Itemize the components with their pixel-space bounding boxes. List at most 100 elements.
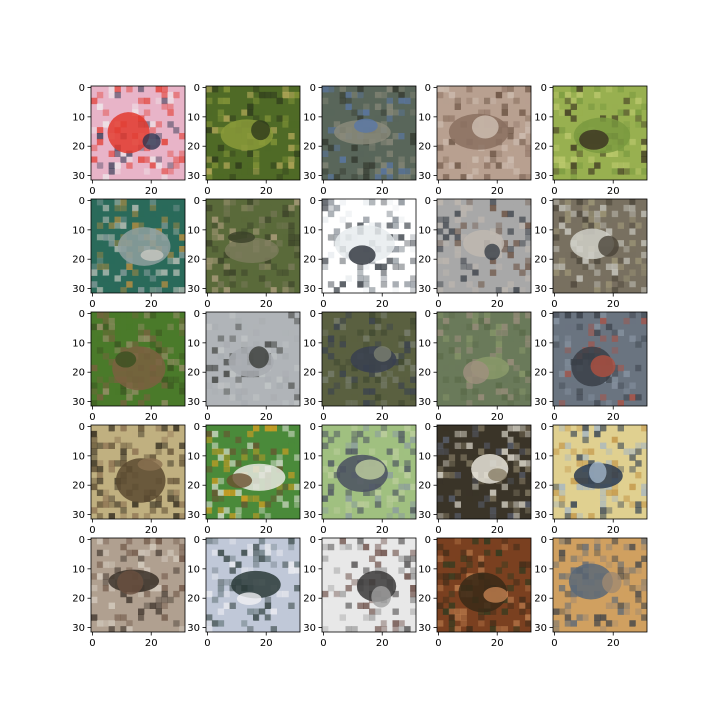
- x-tick-label: 0: [204, 638, 210, 649]
- panel-orange-dog: 0 10 20 30 0 20: [418, 535, 532, 649]
- y-tick-label: 0: [425, 309, 431, 320]
- y-tick-label: 0: [194, 535, 200, 546]
- y-tick-label: 0: [79, 309, 85, 320]
- y-tick-label: 20: [72, 594, 85, 605]
- x-tick-label: 20: [491, 638, 504, 649]
- generated-image: [206, 312, 300, 406]
- y-tick-label: 0: [79, 535, 85, 546]
- panel-gray-deer: 0 10 20 30 0 20: [534, 196, 648, 310]
- x-tick-label: 20: [145, 412, 158, 423]
- panel-tan-animal: 0 10 20 30 0 20: [72, 535, 186, 649]
- axes-frame: [205, 311, 301, 407]
- y-tick-label: 10: [303, 338, 316, 349]
- y-tick-label: 20: [303, 142, 316, 153]
- axes-frame: [552, 311, 648, 407]
- y-tick-label: 20: [534, 255, 547, 266]
- y-tick-label: 30: [72, 623, 85, 634]
- y-tick-label: 20: [187, 142, 200, 153]
- generated-image: [206, 86, 300, 180]
- y-tick-label: 10: [187, 338, 200, 349]
- y-tick-label: 10: [72, 564, 85, 575]
- y-tick-label: 30: [303, 397, 316, 408]
- y-tick-label: 10: [418, 564, 431, 575]
- y-tick-label: 0: [79, 196, 85, 207]
- y-tick-label: 0: [310, 535, 316, 546]
- x-tick-label: 0: [551, 525, 557, 536]
- y-tick-label: 30: [187, 284, 200, 295]
- y-tick-label: 0: [541, 535, 547, 546]
- axes-frame: [552, 198, 648, 294]
- y-tick-label: 30: [303, 284, 316, 295]
- x-tick-label: 20: [607, 525, 620, 536]
- y-tick-label: 0: [310, 196, 316, 207]
- axes-frame: [90, 424, 186, 520]
- y-tick-label: 20: [303, 368, 316, 379]
- panel-golden-shell: 0 10 20 30 0 20: [534, 535, 648, 649]
- x-tick-label: 0: [204, 299, 210, 310]
- x-tick-label: 20: [260, 638, 273, 649]
- panel-forest-figure: 0 10 20 30 0 20: [187, 196, 301, 310]
- y-tick-label: 20: [418, 255, 431, 266]
- x-tick-label: 20: [145, 299, 158, 310]
- y-tick-label: 10: [534, 564, 547, 575]
- y-tick-label: 10: [303, 112, 316, 123]
- y-tick-label: 0: [79, 422, 85, 433]
- x-tick-label: 0: [89, 299, 95, 310]
- generated-image: [322, 86, 416, 180]
- y-tick-label: 20: [187, 594, 200, 605]
- y-tick-label: 30: [187, 171, 200, 182]
- generated-image: [553, 538, 647, 632]
- y-tick-label: 30: [187, 510, 200, 521]
- axes-frame: [205, 85, 301, 181]
- y-tick-label: 30: [534, 510, 547, 521]
- x-tick-label: 0: [204, 525, 210, 536]
- y-tick-label: 20: [72, 142, 85, 153]
- y-tick-label: 0: [425, 83, 431, 94]
- axes-frame: [436, 311, 532, 407]
- y-tick-label: 0: [310, 309, 316, 320]
- panel-foggy-boat: 0 10 20 30 0 20: [187, 309, 301, 423]
- y-tick-label: 20: [72, 368, 85, 379]
- axes-frame: [321, 198, 417, 294]
- y-tick-label: 30: [418, 623, 431, 634]
- x-tick-label: 20: [260, 412, 273, 423]
- generated-image: [437, 86, 531, 180]
- x-tick-label: 20: [376, 638, 389, 649]
- generated-image: [553, 86, 647, 180]
- x-tick-label: 20: [491, 412, 504, 423]
- y-tick-label: 30: [418, 171, 431, 182]
- x-tick-label: 20: [376, 186, 389, 197]
- panel-deer-in-grass: 0 10 20 30 0 20: [72, 309, 186, 423]
- y-tick-label: 0: [310, 83, 316, 94]
- y-tick-label: 10: [72, 338, 85, 349]
- panel-boat-white: 0 10 20 30 0 20: [303, 535, 417, 649]
- axes-frame: [205, 424, 301, 520]
- y-tick-label: 0: [194, 422, 200, 433]
- generated-image: [437, 199, 531, 293]
- y-tick-label: 20: [534, 594, 547, 605]
- x-tick-label: 0: [204, 186, 210, 197]
- x-tick-label: 0: [551, 638, 557, 649]
- x-tick-label: 20: [376, 412, 389, 423]
- generated-image: [322, 425, 416, 519]
- x-tick-label: 0: [435, 186, 441, 197]
- y-tick-label: 30: [187, 623, 200, 634]
- y-tick-label: 20: [187, 368, 200, 379]
- y-tick-label: 20: [72, 255, 85, 266]
- panel-white-dalmatian: 0 10 20 30 0 20: [303, 196, 417, 310]
- y-tick-label: 0: [194, 83, 200, 94]
- x-tick-label: 0: [89, 412, 95, 423]
- y-tick-label: 10: [303, 564, 316, 575]
- generated-image: [553, 312, 647, 406]
- panel-vehicle-closeup: 0 10 20 30 0 20: [418, 422, 532, 536]
- x-tick-label: 0: [320, 186, 326, 197]
- x-tick-label: 20: [145, 186, 158, 197]
- axes-frame: [90, 198, 186, 294]
- axes-frame: [90, 537, 186, 633]
- panel-green-field-animal: 0 10 20 30 0 20: [187, 422, 301, 536]
- y-tick-label: 0: [194, 196, 200, 207]
- x-tick-label: 0: [320, 525, 326, 536]
- x-tick-label: 20: [260, 186, 273, 197]
- x-tick-label: 0: [551, 186, 557, 197]
- y-tick-label: 20: [187, 255, 200, 266]
